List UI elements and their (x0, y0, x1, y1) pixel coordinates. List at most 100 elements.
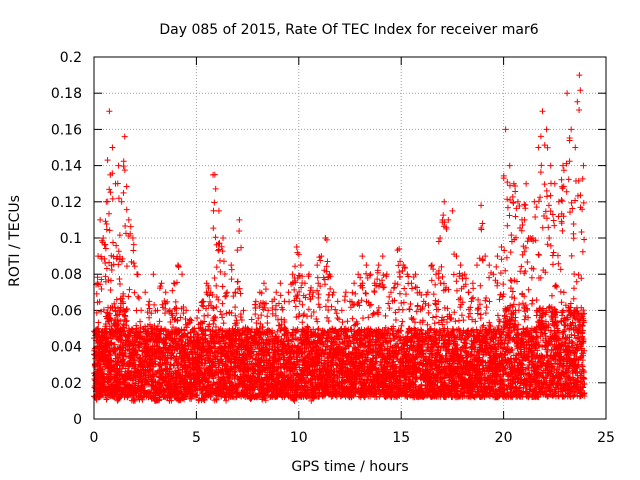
data-point (228, 276, 235, 283)
x-tick-label: 20 (495, 430, 513, 446)
data-point (228, 266, 235, 273)
data-point (123, 341, 130, 348)
data-point (98, 285, 105, 292)
y-tick-label: 0 (73, 412, 82, 428)
data-point (201, 312, 208, 319)
data-point (213, 264, 220, 271)
data-point (315, 291, 322, 298)
data-point (179, 271, 186, 278)
data-point (134, 271, 141, 278)
data-point (106, 376, 113, 383)
data-point (115, 261, 122, 268)
data-point (131, 289, 138, 296)
data-point (328, 303, 335, 310)
data-point (97, 281, 104, 288)
data-point (119, 344, 126, 351)
data-point (111, 376, 118, 383)
data-point (118, 368, 125, 375)
data-point (324, 297, 331, 304)
axis-ticks: 00.020.040.060.080.10.120.140.160.180.20… (51, 50, 615, 446)
data-point (125, 293, 132, 300)
data-point (129, 235, 136, 241)
data-point (132, 380, 139, 387)
y-axis-label: ROTI / TECUs (7, 195, 23, 287)
data-point (324, 314, 331, 321)
data-point (103, 226, 110, 233)
data-point (215, 207, 222, 214)
data-point (169, 287, 176, 294)
x-tick-label: 15 (392, 430, 410, 446)
data-point (313, 315, 320, 322)
data-point (339, 319, 346, 326)
data-point (344, 318, 351, 325)
data-point (215, 296, 222, 303)
y-tick-label: 0.04 (51, 340, 82, 356)
data-point (359, 253, 366, 260)
data-point (232, 304, 239, 311)
x-tick-label: 0 (90, 430, 99, 446)
data-point (142, 289, 149, 296)
data-point (115, 162, 122, 169)
data-point (104, 198, 111, 205)
data-point (351, 280, 358, 287)
data-point (109, 144, 116, 151)
data-point (120, 352, 127, 359)
data-point (342, 289, 349, 296)
data-point (233, 317, 240, 324)
data-point (117, 317, 124, 324)
data-point (100, 235, 107, 241)
data-point (210, 320, 217, 327)
data-point (121, 316, 128, 323)
data-point (105, 312, 112, 319)
data-point (115, 195, 122, 202)
data-point (136, 295, 143, 302)
data-point (117, 325, 124, 332)
data-point (114, 358, 121, 365)
data-point (162, 289, 169, 296)
data-point (122, 223, 129, 230)
data-point (277, 292, 284, 299)
data-point (219, 283, 226, 290)
data-point (98, 381, 105, 388)
data-point (207, 298, 214, 305)
data-point (113, 312, 120, 319)
data-point (338, 307, 345, 314)
data-point (129, 354, 136, 361)
data-point (125, 216, 132, 223)
data-point (93, 290, 100, 297)
data-point (102, 245, 109, 252)
data-point (349, 289, 356, 296)
data-point (107, 357, 114, 364)
data-point (260, 280, 267, 287)
data-point (352, 290, 359, 297)
data-point (121, 167, 128, 174)
data-point (212, 234, 219, 241)
data-point (106, 186, 113, 193)
data-point (98, 255, 105, 262)
data-point (111, 341, 118, 348)
data-point (236, 216, 243, 223)
data-point (94, 280, 101, 287)
data-point (219, 300, 226, 307)
data-point (132, 349, 139, 356)
data-point (327, 285, 334, 292)
data-point (238, 317, 245, 324)
data-point (128, 258, 135, 265)
y-tick-label: 0.1 (60, 231, 82, 247)
data-point (119, 298, 126, 305)
data-point (145, 301, 152, 308)
data-point (105, 210, 112, 217)
data-point (113, 242, 120, 249)
data-point (194, 314, 201, 321)
data-point (120, 290, 127, 297)
y-tick-label: 0.06 (51, 303, 82, 319)
data-point (360, 315, 367, 322)
data-point (121, 133, 128, 140)
x-tick-label: 10 (290, 430, 308, 446)
data-point (111, 300, 118, 307)
data-point (314, 274, 321, 281)
data-point (123, 183, 130, 190)
data-point (95, 325, 102, 332)
data-point (119, 311, 126, 318)
data-point (285, 289, 292, 296)
